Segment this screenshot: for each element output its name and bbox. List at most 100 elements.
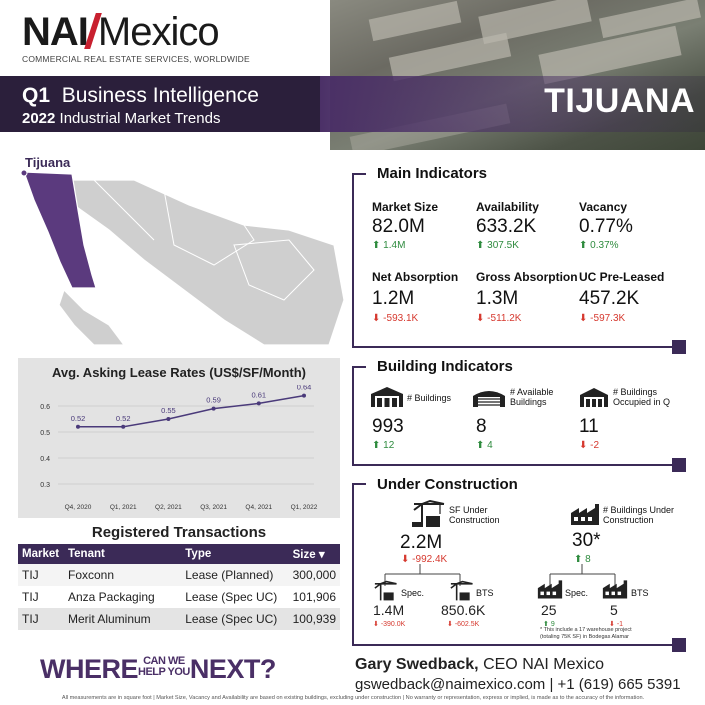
cell-size: 101,906	[288, 586, 340, 608]
sf-uc-label: SF Under Construction	[449, 505, 500, 525]
indicator-value: 0.77%	[579, 216, 633, 237]
chart-title: Avg. Asking Lease Rates (US$/SF/Month)	[51, 365, 307, 380]
down-arrow-icon: ⬇	[401, 554, 413, 565]
col-size[interactable]: Size ▾	[288, 544, 340, 564]
building-indicators-title: Building Indicators	[373, 358, 517, 375]
breakdown-connectors	[384, 564, 616, 586]
y-tick-label: 0.4	[40, 456, 50, 463]
data-label: 0.64	[297, 385, 312, 392]
lease-rate-chart: 0.3 0.4 0.5 0.6 0.52 0.52 0.55 0.59 0.61 0.64 Q4…	[40, 385, 318, 511]
cell-market: TIJ	[18, 608, 64, 630]
main-indicators-title: Main Indicators	[373, 165, 492, 182]
crane-icon	[450, 580, 473, 601]
bldg-uc-change: ⬆ 8	[574, 554, 591, 565]
building-indicator-value: 8	[476, 416, 487, 437]
building-indicator-label: # Available Buildings	[510, 387, 554, 407]
company-logo: NAI Mexico	[22, 10, 220, 54]
data-label: 0.52	[116, 414, 131, 423]
warehouse-icon	[371, 387, 403, 407]
factory-icon	[537, 580, 563, 599]
table-row: TIJ Merit Aluminum Lease (Spec UC) 100,9…	[18, 608, 340, 630]
data-point	[76, 424, 80, 429]
cell-type: Lease (Planned)	[181, 564, 289, 586]
sf-bts-change: ⬇ -602.5K	[447, 621, 480, 628]
table-row: TIJ Foxconn Lease (Planned) 300,000	[18, 564, 340, 586]
indicator-value: 1.2M	[372, 288, 415, 309]
title-band-dark	[0, 76, 320, 132]
sf-bts-value: 850.6K	[441, 602, 486, 618]
down-arrow-icon: ⬇	[447, 621, 455, 628]
col-tenant[interactable]: Tenant	[63, 544, 182, 564]
indicator-change: ⬇ -593.1K	[372, 313, 419, 324]
y-tick-label: 0.6	[40, 404, 50, 411]
cell-size: 100,939	[288, 608, 340, 630]
bldg-bts-change: ⬇ -1	[609, 621, 624, 628]
indicator-label: Availability	[476, 200, 539, 214]
sf-uc-change: ⬇ -992.4K	[401, 554, 448, 565]
indicator-value: 633.2K	[476, 216, 537, 237]
corner-marker	[672, 638, 686, 652]
bts-label: BTS	[476, 588, 494, 598]
cell-tenant: Foxconn	[63, 564, 182, 586]
bldg-uc-value: 30*	[572, 530, 601, 551]
col-type[interactable]: Type	[181, 544, 289, 564]
table-header-row: Market Tenant Type Size ▾	[18, 544, 340, 564]
up-arrow-icon: ⬆	[543, 621, 551, 628]
x-tick-label: Q4, 2021	[245, 504, 272, 511]
report-title: Q1 Business Intelligence	[22, 84, 259, 107]
x-tick-label: Q3, 2021	[200, 504, 227, 511]
mexico-map	[20, 169, 344, 346]
indicator-label: UC Pre-Leased	[579, 270, 665, 284]
spec-label: Spec.	[401, 588, 425, 598]
up-arrow-icon: ⬆	[372, 440, 384, 451]
col-market[interactable]: Market	[18, 544, 64, 564]
footnote: * This include a 17 warehouse project (t…	[540, 627, 632, 640]
down-arrow-icon: ⬇	[373, 621, 381, 628]
indicator-value: 457.2K	[579, 288, 640, 309]
cell-tenant: Anza Packaging	[63, 586, 182, 608]
data-point	[256, 401, 261, 406]
chart-panel	[18, 358, 340, 518]
cell-size: 300,000	[288, 564, 340, 586]
data-point	[166, 417, 171, 421]
spec-label: Spec.	[565, 588, 589, 598]
sf-spec-value: 1.4M	[373, 602, 405, 618]
transactions-table: Market Tenant Type Size ▾ TIJ Foxconn Le…	[18, 544, 340, 630]
table-row: TIJ Anza Packaging Lease (Spec UC) 101,9…	[18, 586, 340, 608]
data-label: 0.59	[206, 396, 221, 405]
city-title: TIJUANA	[544, 82, 695, 120]
x-tick-label: Q1, 2022	[291, 504, 318, 511]
bldg-spec-value: 25	[541, 602, 557, 618]
indicator-value: 1.3M	[476, 288, 519, 309]
indicator-change: ⬆ 307.5K	[476, 240, 519, 251]
y-tick-label: 0.5	[40, 430, 50, 437]
down-arrow-icon: ⬇	[372, 313, 384, 324]
cell-market: TIJ	[18, 564, 64, 586]
bts-label: BTS	[631, 588, 649, 598]
data-point	[121, 424, 126, 429]
logo-tagline: COMMERCIAL REAL ESTATE SERVICES, WORLDWI…	[22, 54, 250, 64]
cell-type: Lease (Spec UC)	[181, 608, 289, 630]
bldg-uc-label: # Buildings Under Construction	[603, 505, 675, 525]
y-tick-label: 0.3	[40, 482, 50, 489]
building-indicator-label: # Buildings Occupied in Q	[613, 387, 671, 407]
crane-icon	[374, 580, 397, 601]
report-subtitle: 2022 Industrial Market Trends	[22, 110, 221, 127]
building-indicator-change: ⬇ -2	[579, 440, 600, 451]
cell-tenant: Merit Aluminum	[63, 608, 182, 630]
data-point	[211, 406, 216, 411]
building-indicator-change: ⬆ 12	[372, 440, 395, 451]
corner-marker	[672, 340, 686, 354]
under-construction-title: Under Construction	[373, 476, 522, 493]
up-arrow-icon: ⬆	[476, 240, 488, 251]
indicator-change: ⬆ 0.37%	[579, 240, 619, 251]
corner-marker	[672, 458, 686, 472]
bldg-bts-value: 5	[610, 602, 618, 618]
contact-info[interactable]: gswedback@naimexico.com | +1 (619) 665 5…	[355, 676, 681, 693]
contact-name: Gary Swedback, CEO NAI Mexico	[355, 656, 604, 673]
x-tick-label: Q1, 2021	[110, 504, 137, 511]
indicator-label: Gross Absorption	[476, 270, 578, 284]
series-line	[78, 394, 305, 428]
down-arrow-icon: ⬇	[476, 313, 488, 324]
up-arrow-icon: ⬆	[372, 240, 384, 251]
